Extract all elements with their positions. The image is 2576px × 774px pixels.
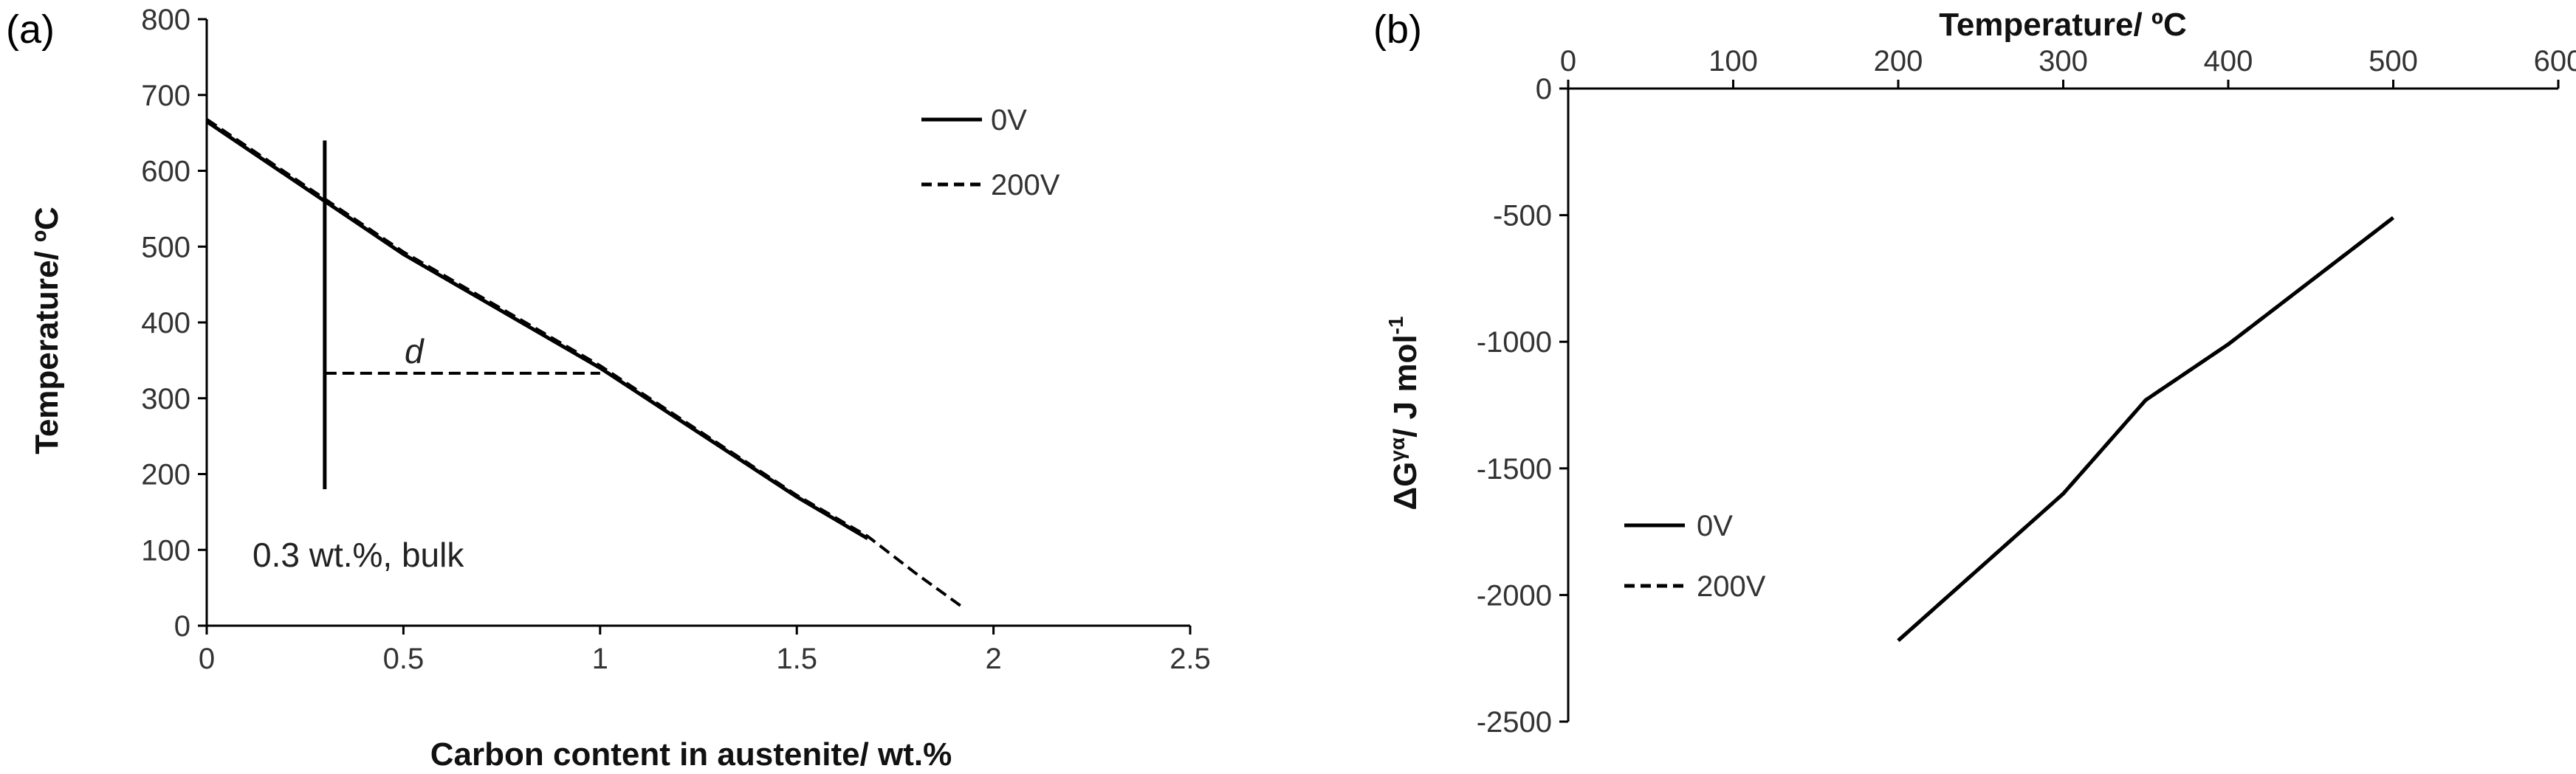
y-tick-label: -1500 <box>1477 453 1552 486</box>
x-tick-label: 200 <box>1874 45 1923 77</box>
y-tick-label: 700 <box>141 80 190 112</box>
y-tick-label: -500 <box>1493 200 1552 232</box>
bulk-label: 0.3 wt.%, bulk <box>253 536 464 574</box>
d-label: d <box>405 332 425 370</box>
panel-label-a: (a) <box>6 7 55 52</box>
chart-a: (a) 0 0.5 1 1.5 2 2.5 0 100 200 300 400 500 600 700 8… <box>6 4 1211 773</box>
chart-a-y-label: Temperature/ ºC <box>29 207 65 455</box>
x-tick-label: 300 <box>2039 45 2088 77</box>
chart-b-y-label-main: ΔG <box>1387 462 1423 511</box>
panel-label-b: (b) <box>1373 7 1422 52</box>
chart-a-x-label: Carbon content in austenite/ wt.% <box>430 736 952 773</box>
x-tick-label: 2 <box>985 643 1001 675</box>
chart-b-y-label-sup: γα <box>1386 438 1409 462</box>
x-tick-label: 100 <box>1708 45 1758 77</box>
x-tick-label: 0.5 <box>383 643 425 675</box>
series-line-200V <box>205 117 964 608</box>
y-tick-label: -1000 <box>1477 326 1552 359</box>
series-line-0V <box>205 120 869 540</box>
chart-b-x-ticks: 0 100 200 300 400 500 600 <box>1560 45 2576 89</box>
y-tick-label: -2000 <box>1477 579 1552 612</box>
chart-b-y-label-mid: / J mol <box>1387 334 1423 437</box>
y-tick-label: 0 <box>174 610 190 643</box>
y-tick-label: 400 <box>141 307 190 339</box>
y-tick-label: 600 <box>141 156 190 188</box>
chart-b-legend: 0V 200V <box>1624 510 1766 603</box>
x-tick-label: 500 <box>2369 45 2418 77</box>
legend-a-label-200V: 200V <box>991 169 1060 201</box>
y-tick-label: 100 <box>141 534 190 567</box>
series-line-0V <box>1897 216 2395 643</box>
x-tick-label: 0 <box>1560 45 1576 77</box>
chart-a-annotations <box>323 140 600 490</box>
chart-b-y-label: ΔGγα/ J mol-1 <box>1384 317 1423 511</box>
x-tick-label: 600 <box>2534 45 2576 77</box>
y-tick-label: 800 <box>141 4 190 36</box>
chart-b-y-ticks: 0 -500 -1000 -1500 -2000 -2500 <box>1477 73 1568 739</box>
chart-b-series <box>1897 216 2395 643</box>
chart-a-series <box>205 117 964 608</box>
y-tick-label: 500 <box>141 231 190 263</box>
legend-b-label-200V: 200V <box>1697 570 1766 603</box>
x-tick-label: 1 <box>592 643 608 675</box>
chart-b: (b) 0 100 200 300 400 500 600 0 -500 -1000 -1500 -… <box>1373 7 2576 739</box>
chart-a-y-ticks: 0 100 200 300 400 500 600 700 800 <box>141 4 207 643</box>
x-tick-label: 2.5 <box>1169 643 1211 675</box>
chart-b-y-label-exp: -1 <box>1384 317 1407 335</box>
x-tick-label: 400 <box>2204 45 2253 77</box>
y-tick-label: 200 <box>141 459 190 491</box>
y-tick-label: -2500 <box>1477 706 1552 739</box>
chart-b-x-label: Temperature/ ºC <box>1939 7 2187 43</box>
y-tick-label: 0 <box>1536 73 1552 106</box>
series-line-200V <box>1897 216 2395 643</box>
x-tick-label: 1.5 <box>776 643 817 675</box>
legend-a-label-0V: 0V <box>991 104 1027 137</box>
y-tick-label: 300 <box>141 383 190 415</box>
x-tick-label: 0 <box>199 643 215 675</box>
chart-a-legend: 0V 200V <box>921 104 1060 201</box>
chart-a-x-ticks: 0 0.5 1 1.5 2 2.5 <box>199 626 1211 675</box>
legend-b-label-0V: 0V <box>1697 510 1733 542</box>
